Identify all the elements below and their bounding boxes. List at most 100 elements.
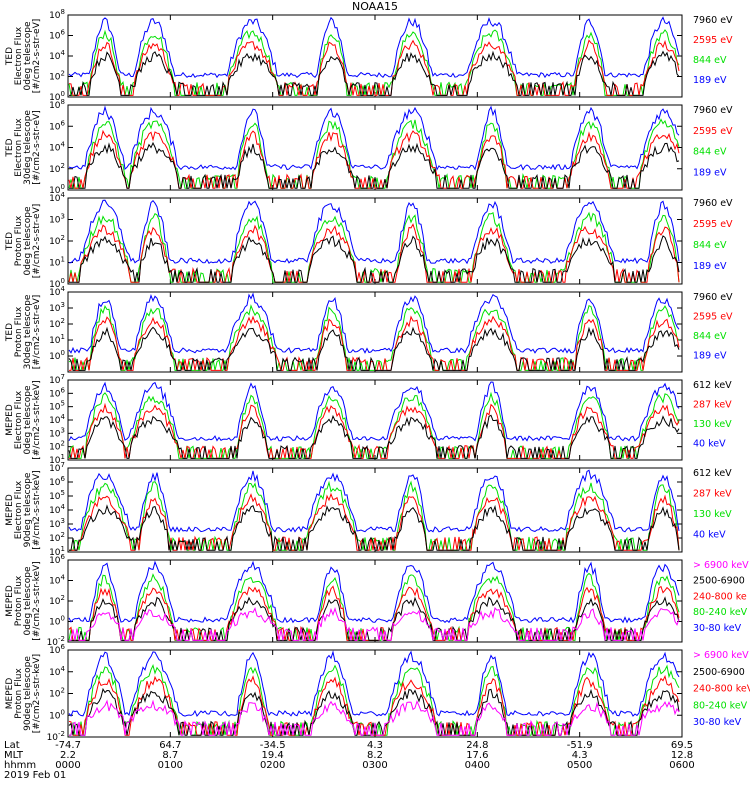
legend-entry: 40 keV [693,530,726,541]
y-tick-label: 103 [49,426,65,439]
legend-entry: 80-240 keV [693,607,748,618]
y-axis-label: [#/cm2-s-str-keV] [32,380,42,459]
y-tick-label: 103 [49,517,65,530]
legend-entry: 844 eV [693,147,727,158]
y-tick-label: 104 [49,503,65,516]
y-tick-label: 106 [49,386,65,399]
legend-entry: 612 keV [693,468,732,479]
series-line [68,391,680,459]
legend-entry: 612 keV [693,380,732,391]
series-line [68,572,680,641]
y-tick-label: 100 [49,90,65,103]
legend-entry: 844 eV [693,240,727,251]
y-tick-label: 102 [49,317,65,330]
footer-lat-tick: -34.5 [260,740,286,751]
y-axis-label: TED [5,47,15,66]
y-axis-label: Electron Flux [14,26,24,85]
y-tick-label: 102 [49,440,65,453]
series-line [69,199,680,265]
footer-mlt-tick: 8.7 [162,750,178,761]
footer-mlt-tick: 4.3 [572,750,588,761]
legend-entry: 2500-6900 [693,576,745,587]
y-tick-label: 108 [49,98,65,111]
legend-entry: 189 eV [693,261,727,272]
legend-entry: 2595 eV [693,311,733,322]
series-line [68,674,680,736]
y-tick-label: 102 [49,687,65,700]
y-tick-label: 100 [49,183,65,196]
legend-entry: 40 keV [693,438,726,449]
y-axis-label: [#/cm2-s-str-eV] [32,204,42,279]
y-axis-label: Proton Flux [14,306,24,357]
series-line [68,650,680,718]
footer-row-label: hhmm [4,760,36,771]
y-tick-label: 104 [49,574,65,587]
y-axis-label: 0deg telescope [23,385,33,455]
series-line [68,129,680,189]
series-line [69,315,680,371]
y-tick-label: 102 [49,234,65,247]
series-line [68,223,680,283]
y-tick-label: 10-2 [47,635,65,648]
legend-entry: 30-80 keV [693,717,742,728]
y-axis-label: [#/cm2-s-str-keV] [32,470,42,549]
legend-entry: 7960 eV [693,292,733,303]
series-line [69,402,680,459]
y-tick-label: 103 [49,301,65,314]
series-line [68,560,680,624]
footer-time-tick: 0200 [260,760,285,771]
y-tick-label: 101 [49,256,65,269]
y-axis-label: 0deg telescope [23,206,33,276]
footer-lat-tick: -74.7 [55,740,81,751]
y-tick-label: 106 [49,119,65,132]
footer-row-label: Lat [4,740,20,751]
date-label: 2019 Feb 01 [4,770,67,781]
y-axis-label: 0deg telescope [23,21,33,91]
footer-time-tick: 0300 [362,760,387,771]
legend-entry: 130 keV [693,509,732,520]
y-tick-label: 102 [49,70,65,83]
legend-entry: 2595 eV [693,35,733,46]
footer-time-tick: 0600 [669,760,694,771]
y-axis-label: Electron Flux [14,390,24,449]
y-tick-label: 100 [49,349,65,362]
y-axis-label: [#/cm2-s-str-eV] [32,295,42,370]
series-line [68,414,680,459]
y-tick-label: 104 [49,285,65,298]
y-tick-label: 105 [49,400,65,413]
y-axis-label: Proton Flux [14,668,24,719]
y-axis-label: 90deg telescope [23,472,33,547]
y-tick-label: 101 [49,453,65,466]
y-tick-label: 106 [49,553,65,566]
footer-lat-tick: 64.7 [159,740,181,751]
y-axis-label: MEPED [5,404,15,436]
y-tick-label: 106 [49,29,65,42]
footer-mlt-tick: 19.4 [262,750,284,761]
y-axis-label: [#/cm2-s-str-keV] [32,654,42,733]
series-line [68,16,680,79]
footer-mlt-tick: 12.8 [671,750,693,761]
legend-entry: 189 eV [693,350,727,361]
legend-entry: 287 keV [693,489,732,500]
legend-entry: 2595 eV [693,219,733,230]
y-axis-label: 0deg telescope [23,566,33,636]
footer-lat-tick: 69.5 [671,740,693,751]
y-axis-label: 30deg telescope [23,294,33,369]
y-tick-label: 103 [49,213,65,226]
footer-mlt-tick: 8.2 [367,750,383,761]
y-axis-label: Proton Flux [14,215,24,266]
y-tick-label: 106 [49,475,65,488]
y-tick-label: 100 [49,708,65,721]
legend-entry: 189 eV [693,75,727,86]
y-tick-label: 107 [49,373,65,386]
footer-lat-tick: -51.9 [567,740,593,751]
footer-lat-tick: 4.3 [367,740,383,751]
series-line [68,381,680,442]
series-line [68,469,680,533]
footer-lat-tick: 24.8 [466,740,488,751]
y-tick-label: 104 [49,191,65,204]
y-tick-label: 107 [49,461,65,474]
y-tick-label: 108 [49,8,65,21]
footer-mlt-tick: 2.2 [60,750,76,761]
footer-time-tick: 0000 [55,760,80,771]
